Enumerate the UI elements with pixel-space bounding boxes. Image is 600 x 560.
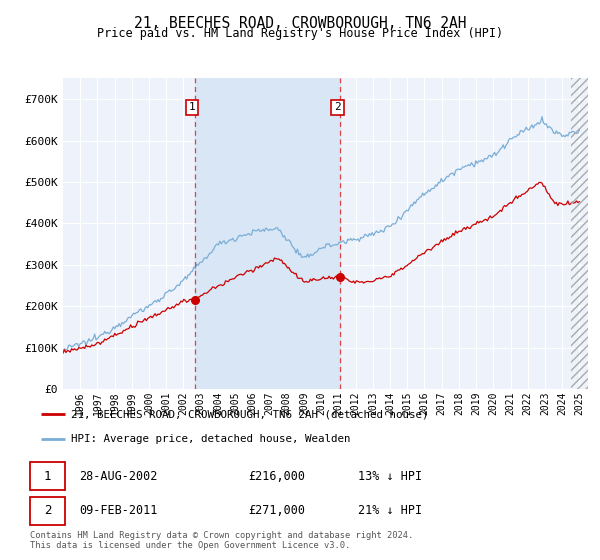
Text: 1: 1: [189, 102, 196, 113]
Text: This data is licensed under the Open Government Licence v3.0.: This data is licensed under the Open Gov…: [30, 541, 350, 550]
Bar: [571, 78, 588, 389]
Text: Contains HM Land Registry data © Crown copyright and database right 2024.: Contains HM Land Registry data © Crown c…: [30, 531, 413, 540]
Text: 21, BEECHES ROAD, CROWBOROUGH, TN6 2AH: 21, BEECHES ROAD, CROWBOROUGH, TN6 2AH: [134, 16, 466, 31]
Text: 2: 2: [44, 505, 52, 517]
FancyBboxPatch shape: [30, 497, 65, 525]
Text: 2: 2: [334, 102, 341, 113]
Text: 09-FEB-2011: 09-FEB-2011: [79, 505, 158, 517]
FancyBboxPatch shape: [30, 463, 65, 489]
Text: 1: 1: [44, 469, 52, 483]
Text: 13% ↓ HPI: 13% ↓ HPI: [358, 469, 422, 483]
Text: £216,000: £216,000: [248, 469, 305, 483]
Text: 28-AUG-2002: 28-AUG-2002: [79, 469, 158, 483]
Text: 21, BEECHES ROAD, CROWBOROUGH, TN6 2AH (detached house): 21, BEECHES ROAD, CROWBOROUGH, TN6 2AH (…: [71, 409, 428, 419]
Text: 21% ↓ HPI: 21% ↓ HPI: [358, 505, 422, 517]
Text: HPI: Average price, detached house, Wealden: HPI: Average price, detached house, Weal…: [71, 434, 350, 444]
Bar: [194, 78, 340, 389]
Text: Price paid vs. HM Land Registry's House Price Index (HPI): Price paid vs. HM Land Registry's House …: [97, 27, 503, 40]
Text: £271,000: £271,000: [248, 505, 305, 517]
Bar: [571, 78, 588, 389]
